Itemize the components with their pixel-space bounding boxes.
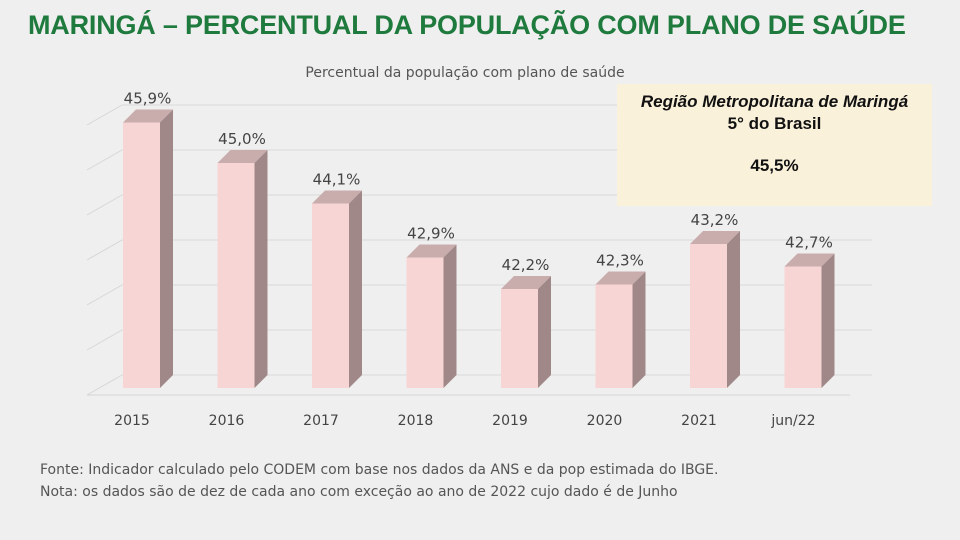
- bar-2018: [406, 244, 457, 388]
- bar-2020: [595, 271, 646, 388]
- gridline-wall: [86, 104, 123, 126]
- bar-top: [501, 276, 551, 289]
- gridline-wall: [86, 329, 123, 351]
- gridline-wall: [86, 239, 123, 261]
- chart-title: Percentual da população com plano de saú…: [305, 65, 624, 81]
- x-tick-label: 2021: [681, 413, 717, 429]
- x-tick-label: 2017: [303, 413, 339, 429]
- data-label: 45,0%: [218, 130, 266, 148]
- data-label: 42,3%: [596, 252, 644, 270]
- bar-front: [690, 244, 727, 388]
- bar-side: [443, 244, 457, 388]
- callout-region: Região Metropolitana de Maringá: [640, 92, 909, 111]
- bar-2015: [123, 109, 173, 388]
- source-note: Fonte: Indicador calculado pelo CODEM co…: [40, 462, 719, 478]
- data-note: Nota: os dados são de dez de cada ano co…: [40, 484, 678, 500]
- callout-value: 45,5%: [750, 156, 799, 175]
- bar-top: [217, 150, 268, 163]
- bar-top: [123, 109, 173, 123]
- gridline-wall: [86, 374, 123, 396]
- data-label: 42,7%: [785, 234, 833, 252]
- bar-top: [406, 244, 457, 258]
- bar-top: [690, 231, 740, 244]
- bar-side: [727, 231, 740, 388]
- bar-side: [349, 190, 362, 388]
- gridline-wall: [86, 194, 123, 216]
- bar-jun/22: [784, 253, 835, 388]
- bar-2019: [501, 276, 551, 388]
- bar-side: [821, 253, 835, 388]
- highlight-box: Região Metropolitana de Maringá 5° do Br…: [617, 84, 932, 206]
- data-label: 44,1%: [313, 171, 361, 189]
- bar-side: [254, 150, 268, 388]
- data-label: 42,2%: [502, 256, 550, 274]
- bar-front: [312, 203, 349, 388]
- x-tick-label: jun/22: [770, 413, 815, 429]
- bar-front: [406, 257, 444, 388]
- x-tick-label: 2018: [398, 413, 434, 429]
- bar-top: [595, 271, 646, 285]
- bar-front: [217, 163, 255, 388]
- x-tick-label: 2020: [587, 413, 623, 429]
- bar-front: [595, 284, 633, 388]
- bar-2017: [312, 190, 362, 388]
- data-label: 45,9%: [124, 90, 172, 108]
- x-tick-label: 2016: [209, 413, 245, 429]
- bar-front: [784, 266, 822, 388]
- data-label: 42,9%: [407, 225, 455, 243]
- bar-front: [123, 122, 160, 388]
- slide-title: MARINGÁ – PERCENTUAL DA POPULAÇÃO COM PL…: [28, 10, 906, 40]
- callout-rank: 5° do Brasil: [727, 114, 822, 133]
- bar-side: [538, 276, 551, 388]
- bar-front: [501, 289, 538, 388]
- bar-top: [312, 190, 362, 204]
- data-label: 43,2%: [691, 211, 739, 229]
- x-tick-label: 2019: [492, 413, 528, 429]
- bar-2016: [217, 150, 268, 388]
- footnotes: Fonte: Indicador calculado pelo CODEM co…: [40, 459, 718, 503]
- bar-side: [632, 271, 646, 388]
- gridline-wall: [86, 149, 123, 171]
- x-tick-label: 2015: [114, 413, 150, 429]
- gridline-wall: [86, 284, 123, 306]
- bar-2021: [690, 231, 740, 388]
- bar-top: [784, 253, 835, 267]
- bar-side: [160, 109, 173, 388]
